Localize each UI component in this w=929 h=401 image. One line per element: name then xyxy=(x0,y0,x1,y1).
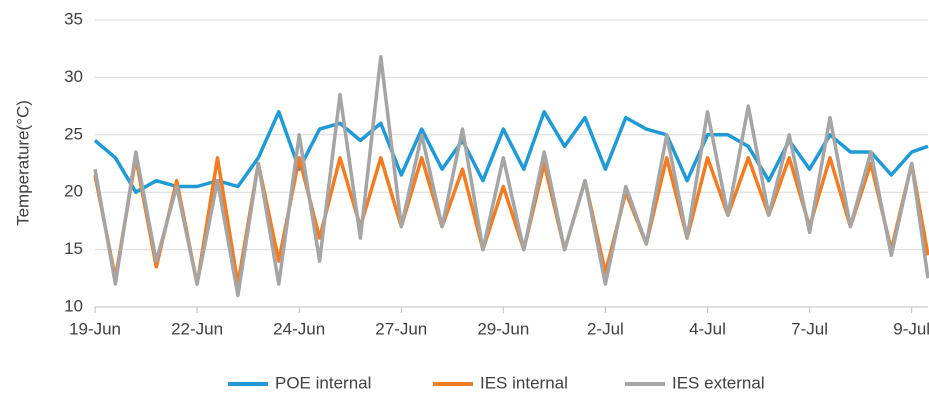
legend-label: POE internal xyxy=(275,373,371,392)
y-axis-label: Temperature(°C) xyxy=(13,100,32,226)
y-tick-label: 10 xyxy=(64,296,83,315)
x-tick-label: 27-Jun xyxy=(375,319,427,338)
series-line xyxy=(93,54,929,298)
y-tick-label: 30 xyxy=(64,67,83,86)
x-tick-label: 19-Jun xyxy=(69,319,121,338)
y-tick-label: 20 xyxy=(64,182,83,201)
y-tick-label: 25 xyxy=(64,124,83,143)
y-tick-label: 15 xyxy=(64,239,83,258)
x-tick-label: 2-Jul xyxy=(587,319,624,338)
x-tick-label: 4-Jul xyxy=(689,319,726,338)
x-tick-label: 9-Jul xyxy=(893,319,929,338)
y-tick-label: 35 xyxy=(64,9,83,28)
x-tick-label: 7-Jul xyxy=(791,319,828,338)
x-tick-label: 29-Jun xyxy=(477,319,529,338)
legend-label: IES external xyxy=(672,373,765,392)
x-tick-label: 22-Jun xyxy=(171,319,223,338)
x-tick-label: 24-Jun xyxy=(273,319,325,338)
legend-label: IES internal xyxy=(480,373,568,392)
series-line xyxy=(93,156,929,286)
